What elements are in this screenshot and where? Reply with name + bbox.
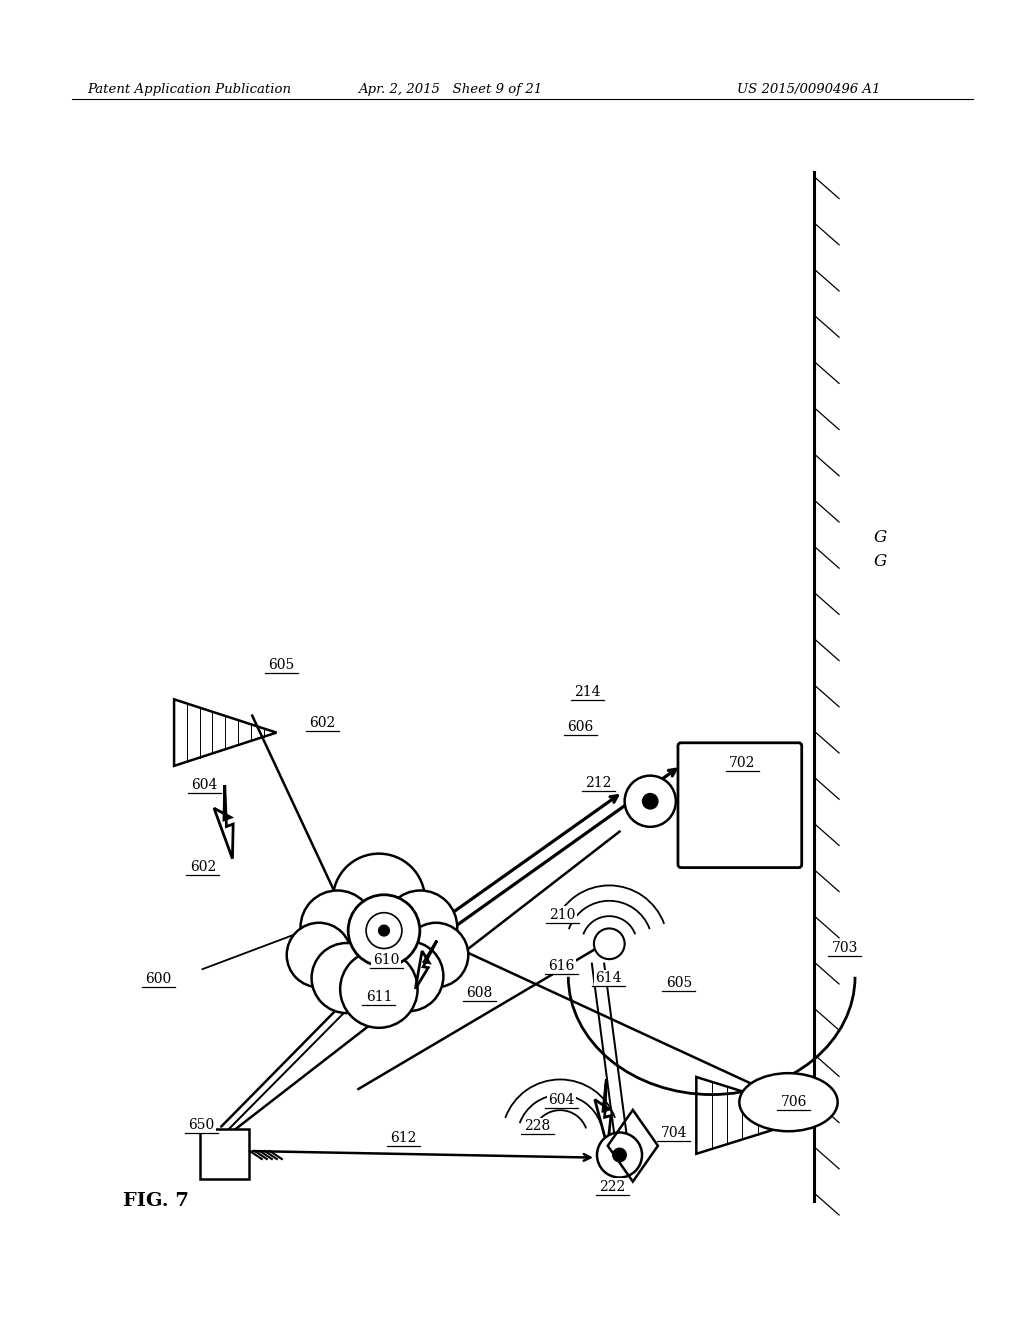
Circle shape [379, 925, 389, 936]
Circle shape [301, 891, 375, 964]
Text: 228: 228 [524, 1119, 551, 1133]
Circle shape [374, 941, 443, 1011]
Text: 616: 616 [548, 960, 574, 973]
Text: 704: 704 [660, 1126, 687, 1139]
Circle shape [643, 793, 657, 809]
Text: Apr. 2, 2015   Sheet 9 of 21: Apr. 2, 2015 Sheet 9 of 21 [358, 83, 543, 96]
Circle shape [403, 923, 468, 987]
Text: 212: 212 [585, 776, 611, 789]
Circle shape [333, 854, 425, 946]
Text: 605: 605 [666, 977, 692, 990]
Ellipse shape [739, 1073, 838, 1131]
Circle shape [287, 923, 351, 987]
Circle shape [367, 912, 401, 949]
Polygon shape [214, 785, 233, 859]
Text: 602: 602 [189, 861, 216, 874]
Circle shape [383, 891, 457, 964]
Text: 600: 600 [145, 973, 172, 986]
Text: 604: 604 [548, 1093, 574, 1106]
Text: 703: 703 [831, 941, 858, 954]
Text: 605: 605 [268, 659, 295, 672]
Text: 706: 706 [780, 1096, 807, 1109]
Polygon shape [595, 1080, 611, 1147]
Circle shape [311, 942, 382, 1012]
Circle shape [340, 950, 418, 1028]
Text: Patent Application Publication: Patent Application Publication [87, 83, 291, 96]
FancyBboxPatch shape [678, 743, 802, 867]
Circle shape [594, 928, 625, 960]
Text: US 2015/0090496 A1: US 2015/0090496 A1 [737, 83, 881, 96]
Text: G: G [874, 553, 887, 569]
Polygon shape [416, 941, 437, 989]
Text: 602: 602 [309, 717, 336, 730]
Text: 608: 608 [466, 986, 493, 999]
Circle shape [597, 1133, 642, 1177]
Bar [200, 1129, 249, 1179]
Circle shape [625, 776, 676, 826]
Text: FIG. 7: FIG. 7 [123, 1192, 188, 1210]
Text: 606: 606 [567, 721, 594, 734]
Text: 612: 612 [390, 1131, 417, 1144]
Text: 650: 650 [188, 1118, 215, 1131]
Text: 611: 611 [366, 990, 392, 1003]
Text: 604: 604 [191, 779, 218, 792]
Text: 610: 610 [373, 953, 399, 966]
Text: 614: 614 [595, 972, 622, 985]
Text: 210: 210 [549, 908, 575, 921]
Text: 702: 702 [729, 756, 756, 770]
Text: 222: 222 [599, 1180, 626, 1193]
Text: 214: 214 [574, 685, 601, 698]
Circle shape [348, 895, 420, 966]
Circle shape [612, 1148, 627, 1162]
Text: G: G [874, 529, 887, 545]
